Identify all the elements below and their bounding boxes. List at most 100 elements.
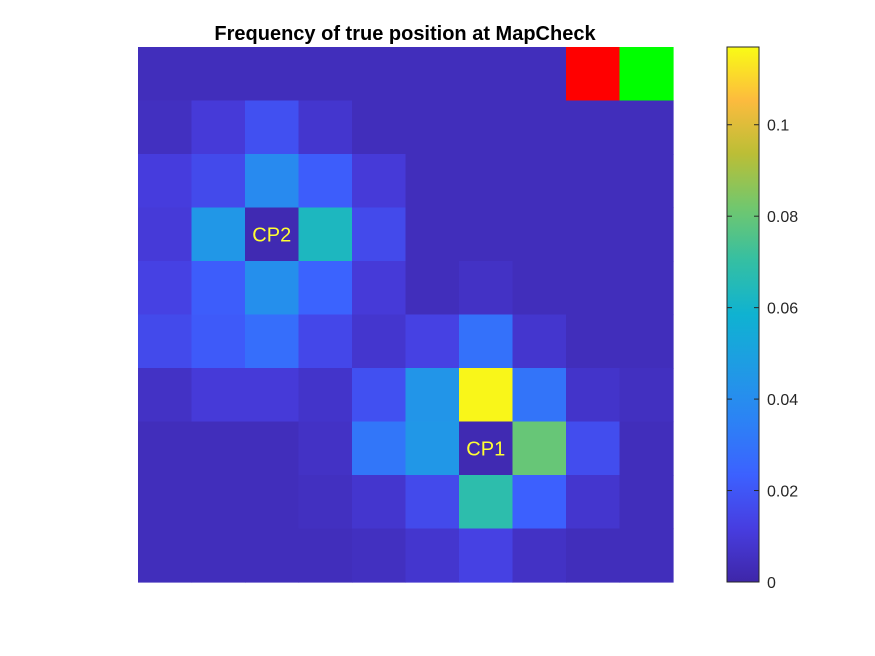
heatmap-cell	[566, 47, 621, 102]
heatmap-cell	[298, 475, 353, 530]
heatmap-cell	[512, 207, 567, 262]
heatmap-cell	[459, 475, 514, 530]
heatmap-cell	[191, 47, 246, 102]
heatmap-cell	[459, 47, 514, 102]
heatmap-cell	[245, 475, 300, 530]
heatmap-cell	[459, 100, 514, 155]
heatmap-cell	[298, 314, 353, 369]
heatmap-cell	[619, 368, 674, 423]
heatmap-cell	[298, 368, 353, 423]
heatmap-cell	[352, 47, 407, 102]
colorbar-tick-label: 0.08	[767, 209, 798, 226]
heatmap-cell	[619, 421, 674, 476]
colorbar-ticks: 0 0.02 0.04 0.06 0.08 0.1	[727, 118, 798, 592]
heatmap-cell	[352, 368, 407, 423]
heatmap-cell	[245, 100, 300, 155]
heatmap-cell	[352, 154, 407, 209]
heatmap-cell	[459, 207, 514, 262]
heatmap-cell	[619, 47, 674, 102]
heatmap-cell	[566, 475, 621, 530]
heatmap-cell	[619, 528, 674, 583]
heatmap-cell	[191, 421, 246, 476]
cell-annotation: CP2	[252, 224, 291, 246]
heatmap-cell	[512, 314, 567, 369]
heatmap-cell	[405, 475, 460, 530]
heatmap-cell	[512, 528, 567, 583]
heatmap-cell	[352, 475, 407, 530]
heatmap-cell	[298, 261, 353, 316]
heatmap-cell	[512, 47, 567, 102]
heatmap-cell	[245, 314, 300, 369]
heatmap-cell	[352, 100, 407, 155]
heatmap-cell	[405, 528, 460, 583]
heatmap-cell	[191, 100, 246, 155]
heatmap-cell	[191, 154, 246, 209]
heatmap-cell	[245, 368, 300, 423]
heatmap-cell	[138, 207, 193, 262]
heatmap-cell	[512, 100, 567, 155]
heatmap-cell	[566, 154, 621, 209]
heatmap-cell	[138, 368, 193, 423]
heatmap-cell	[191, 368, 246, 423]
heatmap-cell	[298, 421, 353, 476]
heatmap-cell	[191, 475, 246, 530]
heatmap-cell	[566, 100, 621, 155]
heatmap-cell	[352, 314, 407, 369]
heatmap-grid	[138, 47, 674, 583]
heatmap-cell	[405, 47, 460, 102]
heatmap-cell	[405, 207, 460, 262]
colorbar	[726, 46, 760, 583]
heatmap-cell	[405, 368, 460, 423]
heatmap-cell	[245, 154, 300, 209]
colorbar-tick-label: 0	[767, 575, 776, 592]
heatmap-cell	[405, 261, 460, 316]
heatmap-cell	[138, 314, 193, 369]
heatmap-cell	[512, 368, 567, 423]
heatmap-cell	[512, 261, 567, 316]
heatmap-cell	[138, 100, 193, 155]
heatmap-cell	[138, 47, 193, 102]
heatmap-cell	[138, 154, 193, 209]
heatmap-cell	[405, 154, 460, 209]
heatmap-cell	[512, 421, 567, 476]
cell-annotation: CP1	[466, 438, 505, 460]
heatmap-cell	[298, 207, 353, 262]
heatmap-cell	[512, 475, 567, 530]
heatmap-cell	[138, 261, 193, 316]
heatmap-cell	[298, 154, 353, 209]
heatmap-cell	[245, 47, 300, 102]
heatmap-cell	[245, 528, 300, 583]
heatmap-cell	[512, 154, 567, 209]
heatmap-cell	[352, 207, 407, 262]
heatmap-cell	[566, 207, 621, 262]
heatmap-cell	[298, 100, 353, 155]
annotation-layer: CP2 CP1	[252, 224, 505, 460]
heatmap-cell	[459, 154, 514, 209]
heatmap-cell	[352, 528, 407, 583]
heatmap-cell	[619, 207, 674, 262]
heatmap-cell	[245, 421, 300, 476]
heatmap-cell	[619, 475, 674, 530]
heatmap-cell	[245, 207, 300, 262]
heatmap-cell	[245, 261, 300, 316]
heatmap-cell	[566, 368, 621, 423]
heatmap-cell	[566, 314, 621, 369]
heatmap-cell	[459, 421, 514, 476]
heatmap-cell	[138, 475, 193, 530]
colorbar-tick-label: 0.1	[767, 118, 789, 135]
heatmap-cell	[191, 528, 246, 583]
heatmap-cell	[566, 421, 621, 476]
heatmap-cell	[459, 261, 514, 316]
heatmap-cell	[191, 261, 246, 316]
heatmap-cell	[191, 314, 246, 369]
heatmap-cell	[405, 421, 460, 476]
heatmap-cell	[459, 368, 514, 423]
heatmap-cell	[298, 528, 353, 583]
heatmap-cell	[459, 314, 514, 369]
heatmap-cell	[191, 207, 246, 262]
heatmap-cell	[405, 100, 460, 155]
heatmap-cell	[138, 528, 193, 583]
heatmap-cell	[566, 261, 621, 316]
